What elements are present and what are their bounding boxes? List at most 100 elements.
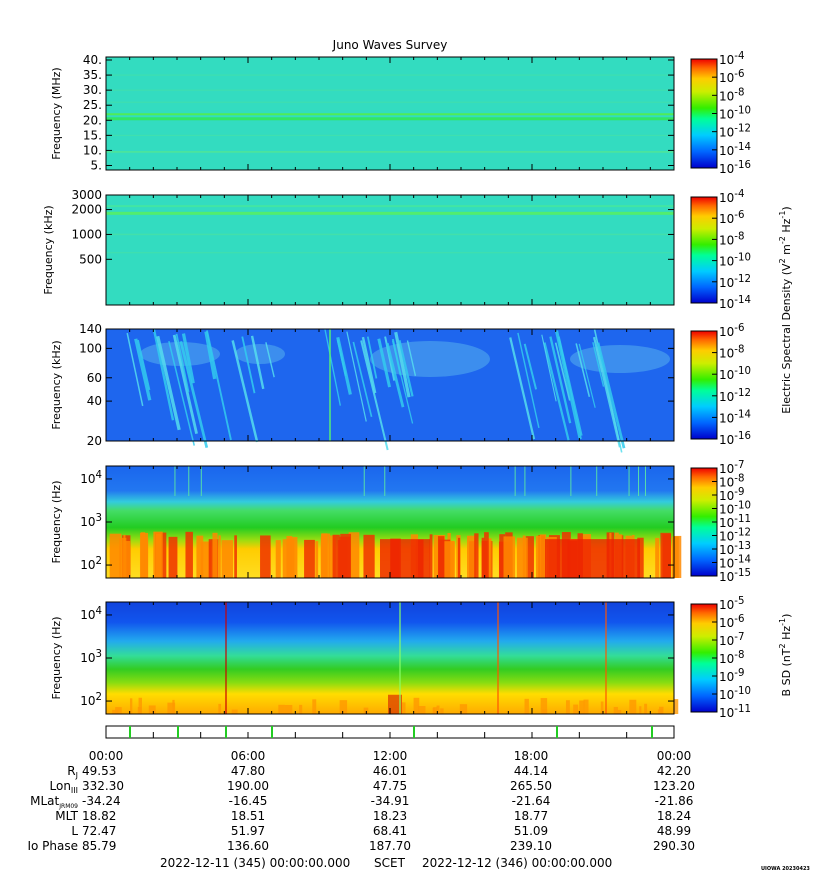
y-tick-label: 103 [80,513,102,529]
ephemeris-value: 18.23 [373,809,407,823]
hot-column [221,540,234,578]
colorbar-tick-label: 10-16 [719,431,751,447]
time-label: 18:00 [514,749,549,763]
ephemeris-value: 51.09 [514,824,548,838]
burst-streak [137,339,151,391]
colorbar-tick-label: 10-8 [719,474,744,490]
y-axis-label: Frequency (Hz) [50,481,63,564]
hot-region [545,539,640,578]
hot-column [284,704,293,714]
burst-streak [509,337,536,440]
burst-streak [352,341,373,417]
hot-column [573,704,579,714]
hot-column [535,535,542,578]
ephemeris-value: 136.60 [227,839,269,853]
colorbar-tick-label: 10-14 [719,409,751,425]
emission-band [106,211,674,215]
hot-column [429,534,433,578]
burst-streak [126,332,144,407]
y-tick-label: 2000 [71,203,102,217]
colorbar-1: 10-4 10-6 10-8 10-10 10-12 10-14 10-16 [690,51,751,176]
colorbar-tick-label: 10-10 [719,501,751,517]
burst-streak [596,342,626,449]
emission-band [106,134,674,136]
hot-column [185,531,193,578]
y-tick-label: 102 [80,556,102,572]
hot-column [339,536,351,578]
colorbar-tick-label: 10-12 [719,274,751,290]
hot-column [457,537,461,578]
burst-streak [175,333,190,393]
spectrogram-panel-4: 104 103 102 Frequency (Hz) 10-710-810-910-10… [50,460,751,584]
burst-streak [152,329,175,421]
colorbar-gradient [690,330,718,440]
hot-column [516,537,528,578]
ephemeris-row-label: MLatJRM09 [30,794,78,810]
y-tick-label: 104 [80,606,102,622]
colorbar-tick-label: 10-14 [719,555,751,571]
y-tick-label: 20 [87,434,102,448]
colorbar-tick-label: 10-9 [719,668,744,684]
burst-streak [241,336,256,394]
hot-column [168,536,178,578]
y-tick-label: 20. [83,113,102,127]
burst-streak [265,342,275,378]
hot-column [481,537,485,578]
colorbar-tick-label: 10-10 [719,253,751,269]
ephemeris-value: 68.41 [373,824,407,838]
spectrogram-panels: 40.35.30.25.20.15.10.5. Frequency (MHz) 10… [42,51,793,739]
ephemeris-value: 85.79 [82,839,116,853]
ephemeris-value: 18.51 [231,809,265,823]
hot-column [119,537,127,578]
hot-column [440,708,444,714]
hot-column [140,532,146,578]
emission-band [106,151,674,153]
hot-column [218,535,221,578]
burst-streak [346,331,367,422]
ephemeris-value: 18.82 [82,809,116,823]
colorbar-tick-label: 10-10 [719,106,751,122]
y-tick-label: 15. [83,128,102,142]
ephemeris-value: 239.10 [510,839,552,853]
emission-band [106,113,674,116]
ephemeris-value: -21.64 [512,794,551,808]
emission-band [106,205,674,208]
hot-column [112,709,119,714]
hot-column [639,706,642,714]
credit-label: UIOWA 20230423 [761,866,810,872]
burst-streak [361,336,377,394]
hot-column [617,709,622,714]
hot-column [320,536,328,578]
ephemeris-row-label: Io Phase [27,839,78,853]
event-strip [105,725,675,739]
burst-streak [523,343,538,390]
start-time-label: 2022-12-11 (345) 00:00:00.000 [160,856,351,870]
colorbar-tick-label: 10-6 [719,614,744,630]
hot-column [644,703,648,714]
hot-column [613,706,618,714]
hot-column [525,536,534,578]
hot-column [565,700,570,714]
emission-band [106,252,674,254]
hot-column [299,704,303,714]
colorbar-tick-label: 10-15 [719,568,751,584]
colorbar-tick-label: 10-12 [719,388,751,404]
colorbar-tick-label: 10-6 [719,323,744,339]
time-label: 00:00 [89,749,124,763]
y-axis-label: Frequency (Hz) [50,617,63,700]
hot-column [275,540,281,578]
ephemeris-value: 290.30 [653,839,695,853]
y-axis-label: Frequency (MHz) [50,67,63,159]
colorbar-tick-label: 10-14 [719,142,751,158]
figure-title: Juno Waves Survey [332,38,448,52]
burst-streak [554,330,582,440]
hot-column [522,535,526,578]
y-tick-label: 3000 [71,188,102,202]
ephemeris-value: 46.01 [373,764,407,778]
colorbar-tick-label: 10-9 [719,487,744,503]
electric-density-label: Electric Spectral Density (V2 m-2 Hz-1) [778,206,793,413]
hot-column [329,535,336,578]
hot-column [315,541,319,578]
colorbar-tick-label: 10-4 [719,51,744,67]
